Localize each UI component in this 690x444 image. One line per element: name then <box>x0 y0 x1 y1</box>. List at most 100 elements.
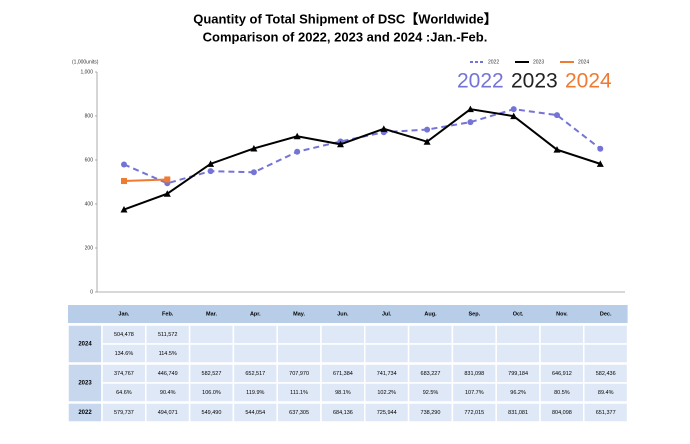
table-cell-bg <box>232 324 278 345</box>
point <box>207 160 215 167</box>
table-header: Dec. <box>600 311 612 317</box>
point <box>380 125 388 132</box>
table-cell-bg <box>583 343 629 364</box>
table-cell: 107.7% <box>465 390 484 396</box>
table-cell: 651,377 <box>596 410 616 416</box>
table-cell: 114.5% <box>159 351 177 357</box>
table-cell-bg <box>451 324 497 345</box>
table-header: Nov. <box>556 311 568 317</box>
table-cell-bg <box>539 324 585 345</box>
table-cell-bg <box>320 324 366 345</box>
table-header: Aug. <box>424 311 437 317</box>
y-tick-label: 600 <box>85 157 94 163</box>
chart-title: Quantity of Total Shipment of DSC【Worldw… <box>193 11 497 26</box>
table-cell: 504,478 <box>114 332 134 338</box>
table-cell: 549,490 <box>202 410 222 416</box>
chart-subtitle: Comparison of 2022, 2023 and 2024 :Jan.-… <box>203 29 488 44</box>
point <box>424 126 431 133</box>
legend-label: 2024 <box>578 59 589 65</box>
table-cell: 684,136 <box>333 410 353 416</box>
table-cell: 511,572 <box>158 332 177 338</box>
point <box>596 160 604 167</box>
annotation: 2024 <box>565 70 612 93</box>
table-cell: 96.2% <box>510 390 526 396</box>
point <box>207 168 214 175</box>
point <box>250 169 257 176</box>
table-cell-bg <box>364 343 410 364</box>
table-cell: 683,227 <box>421 371 441 377</box>
row-header-bg <box>67 324 103 364</box>
table-header: Apr. <box>250 311 261 317</box>
table-cell-bg <box>364 324 410 345</box>
table-cell: 89.4% <box>598 390 614 396</box>
legend-label: 2022 <box>488 59 499 65</box>
series-line <box>123 108 601 185</box>
table-cell: 90.4% <box>160 390 176 396</box>
point <box>597 145 604 152</box>
table-cell-bg <box>232 343 278 364</box>
table-cell: 652,517 <box>245 371 265 377</box>
point <box>423 138 431 145</box>
table-cell: 92.5% <box>423 390 439 396</box>
table-header: Jan. <box>118 311 129 317</box>
point <box>121 161 127 168</box>
point <box>510 112 518 120</box>
row-header: 2024 <box>78 342 92 348</box>
y-tick-label: 0 <box>90 289 93 295</box>
table-header: Mar. <box>206 311 217 317</box>
point <box>467 119 474 126</box>
table-cell-bg <box>407 343 454 364</box>
table-cell: 544,054 <box>245 410 265 416</box>
table-cell: 446,749 <box>158 371 178 377</box>
table-cell-bg <box>583 382 629 403</box>
annotation: 2023 <box>511 70 558 93</box>
table-cell: 671,384 <box>333 371 353 377</box>
point <box>510 106 517 113</box>
table-cell-bg <box>451 343 497 364</box>
series-line <box>123 178 168 183</box>
table-header: Sep. <box>468 311 480 317</box>
table-cell: 64.6% <box>116 390 132 396</box>
point <box>250 144 258 152</box>
point <box>466 105 474 113</box>
row-header: 2022 <box>78 410 92 416</box>
table-cell: 804,098 <box>552 410 572 416</box>
table-cell: 831,098 <box>464 371 484 377</box>
table-cell-bg <box>320 343 366 364</box>
point <box>554 112 560 119</box>
y-tick-label: 400 <box>85 201 94 207</box>
y-tick-label: 800 <box>85 113 94 119</box>
annotation: 2022 <box>457 70 504 93</box>
table-cell: 725,944 <box>377 410 397 416</box>
table-cell-bg <box>495 343 541 364</box>
table-cell: 646,912 <box>552 371 572 377</box>
point <box>337 140 344 148</box>
table-header: Jul. <box>382 311 392 317</box>
table-header: Jun. <box>337 311 349 317</box>
table-cell: 102.2% <box>377 390 396 396</box>
table-cell: 111.1% <box>290 390 308 396</box>
table-cell: 637,305 <box>289 410 309 416</box>
table-header-bg <box>68 305 628 323</box>
table-cell: 119.9% <box>246 390 264 396</box>
table-cell: 831,081 <box>508 410 528 416</box>
table-header: Oct. <box>513 311 524 317</box>
table-cell-bg <box>407 324 454 345</box>
table-cell: 582,527 <box>202 371 222 377</box>
table-cell: 106.0% <box>202 390 221 396</box>
point <box>553 146 561 153</box>
point <box>164 176 171 183</box>
table-cell: 772,015 <box>464 410 484 416</box>
row-header: 2023 <box>78 381 92 387</box>
table-cell-bg <box>188 343 235 364</box>
point <box>293 132 301 140</box>
table-cell: 582,436 <box>596 371 616 377</box>
table-cell: 579,737 <box>114 410 134 416</box>
table-cell-bg <box>276 343 322 364</box>
table-header: Feb. <box>162 311 174 317</box>
table-cell-bg <box>583 324 629 345</box>
table-cell: 134.6% <box>115 351 134 357</box>
table-cell: 374,767 <box>114 371 134 377</box>
table-cell: 494,071 <box>158 410 178 416</box>
point <box>294 148 301 155</box>
